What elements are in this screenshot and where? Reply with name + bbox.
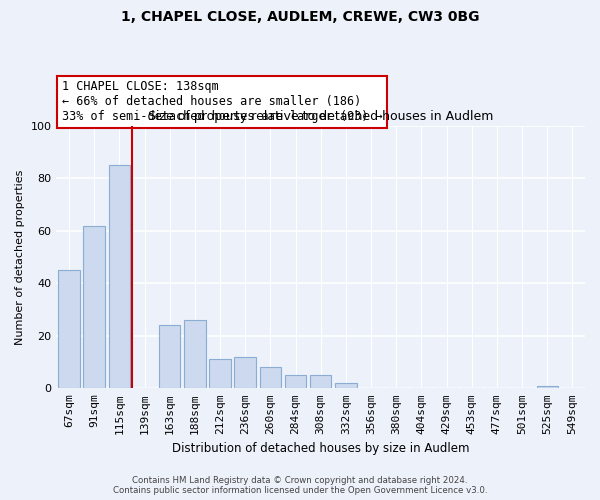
Bar [285, 375, 306, 388]
Title: Size of property relative to detached houses in Audlem: Size of property relative to detached ho… [148, 110, 493, 124]
Bar [235, 357, 256, 388]
Bar [335, 383, 356, 388]
Bar [184, 320, 206, 388]
Y-axis label: Number of detached properties: Number of detached properties [15, 170, 25, 345]
Bar [83, 226, 105, 388]
Bar [310, 375, 331, 388]
Bar [209, 360, 231, 388]
X-axis label: Distribution of detached houses by size in Audlem: Distribution of detached houses by size … [172, 442, 469, 455]
Bar [109, 165, 130, 388]
Text: 1, CHAPEL CLOSE, AUDLEM, CREWE, CW3 0BG: 1, CHAPEL CLOSE, AUDLEM, CREWE, CW3 0BG [121, 10, 479, 24]
Bar [58, 270, 80, 388]
Bar [260, 368, 281, 388]
Bar [536, 386, 558, 388]
Text: Contains HM Land Registry data © Crown copyright and database right 2024.
Contai: Contains HM Land Registry data © Crown c… [113, 476, 487, 495]
Text: 1 CHAPEL CLOSE: 138sqm
← 66% of detached houses are smaller (186)
33% of semi-de: 1 CHAPEL CLOSE: 138sqm ← 66% of detached… [62, 80, 382, 123]
Bar [159, 326, 181, 388]
